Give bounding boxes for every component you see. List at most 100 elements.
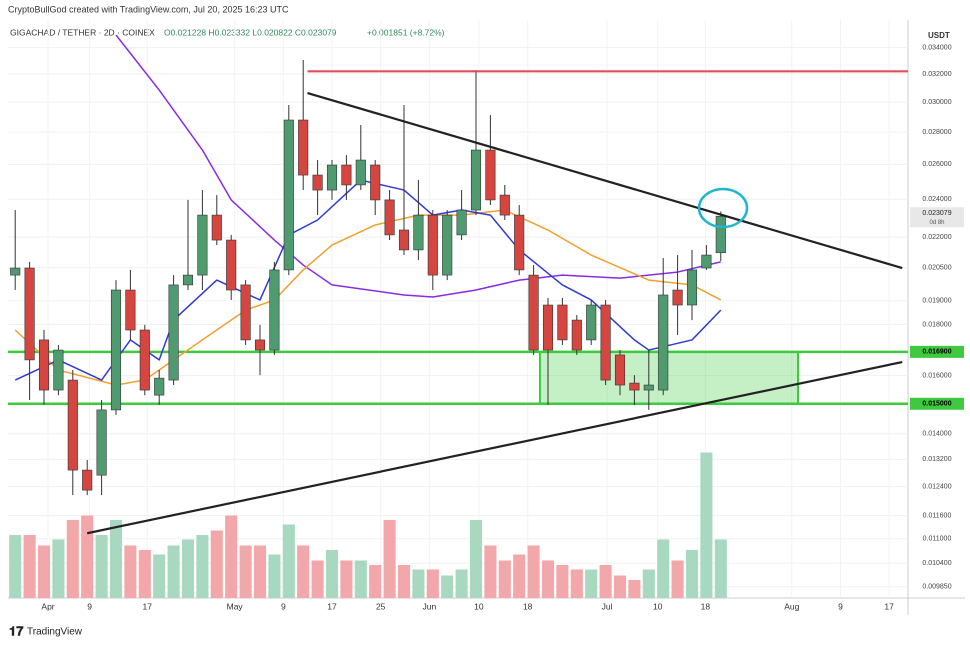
candle-body [528,274,539,351]
volume-bar [253,545,267,598]
candle-body [182,274,194,286]
x-tick-label: 9 [281,601,286,611]
volume-bar [498,560,511,598]
volume-bar [642,569,655,598]
level-label: 0.016900 [922,349,951,356]
candle-body [10,267,21,276]
candle-body [456,209,467,236]
y-tick-label: 0.030000 [922,99,951,106]
x-tick-label: Jun [422,601,436,611]
volume-bar [383,520,396,598]
logo: TradingView [27,627,83,638]
x-tick-label: 17 [884,601,894,611]
candle-body [485,149,496,201]
candle-body [701,254,712,269]
candle-body [398,229,410,251]
volume-bar [556,565,569,598]
volume-bar [527,545,540,598]
y-tick-label: 0.019000 [922,298,951,305]
y-tick-label: 0.022000 [922,234,951,241]
level-label-box [910,397,964,410]
candle-body [254,339,266,351]
symbol: GIGACHAD / TETHER · 2D · COINEX [10,27,155,37]
candle-body [586,304,597,341]
volume-bar [426,569,439,598]
x-tick-label: 25 [376,601,386,611]
candle-body [24,267,35,361]
volume-bar [700,452,713,598]
y-tick-label: 0.011000 [923,536,952,543]
y-tick-label: 0.010400 [922,560,951,567]
y-tick-label: 0.018000 [922,321,951,328]
volume-bar [455,569,468,598]
y-tick-label: 0.012400 [922,483,951,490]
volume-bar [37,545,51,598]
candle-body [370,164,381,201]
volume-bar [441,575,454,598]
axis: 0.034000 0.032000 0.030000 0.028000 0.026000… [41,44,964,611]
candle-body [499,194,510,216]
y-tick-label: 0.014000 [922,431,951,438]
x-tick-label: 10 [653,601,663,611]
candle-body [384,199,395,236]
candle-body [269,269,280,351]
candle-body [298,119,309,176]
y-tick-label: 0.020500 [922,265,951,272]
volume-bar [397,565,411,598]
volume-bar [628,580,641,598]
volume-bar [354,560,367,598]
volume-bar [297,545,310,598]
candle-body [686,269,698,306]
candle-body [168,284,179,381]
volume-bar [225,515,238,598]
ohlc: O0.021228 H0.023332 L0.020822 C0.023079 [164,27,337,37]
highlight-circle [697,187,749,229]
countdown: 0d 8h [929,220,944,226]
candle-body [326,164,338,191]
candle-body [226,239,237,291]
candle-body [110,289,122,411]
volume-bar [412,569,425,598]
y-tick-label: 0.016000 [922,373,951,380]
volume-bar [671,560,684,598]
volume-bar [685,550,699,598]
volume-bar [484,545,497,598]
candle-body [38,339,50,391]
x-tick-label: 17 [327,601,337,611]
y-tick-label: 0.024000 [922,196,951,203]
candle-body [557,304,568,341]
moving-average [115,35,721,298]
candle-body [715,215,726,253]
candle-body [341,164,352,186]
volume-bar [599,565,612,598]
volume-bar [369,565,382,598]
volume-bar [513,554,526,598]
candle-body [672,289,683,306]
trend-line [86,360,903,535]
x-tick-label: 18 [523,601,533,611]
volume-bar [23,535,36,598]
x-tick-label: 17 [143,601,153,611]
candle-body [571,319,582,351]
candle-body [614,354,626,386]
candle-body [658,294,669,391]
volume-bar [167,545,180,598]
candle-body [413,214,424,251]
volume-bar [66,520,79,598]
volume-bar [714,539,727,598]
candle-body [312,174,323,191]
x-tick-label: 10 [474,601,484,611]
candle-body [355,159,366,186]
plot-area [8,35,908,598]
volume-bar [585,569,598,598]
x-tick-label: May [227,601,244,611]
volume-bar [81,515,94,598]
volume-bar [311,560,324,598]
x-tick-label: Jul [602,601,613,611]
y-tick-label: 0.013200 [922,456,951,463]
candle-body [211,214,222,241]
candle-body [53,349,64,391]
candle-body [154,377,165,396]
volume-bar [268,554,281,598]
